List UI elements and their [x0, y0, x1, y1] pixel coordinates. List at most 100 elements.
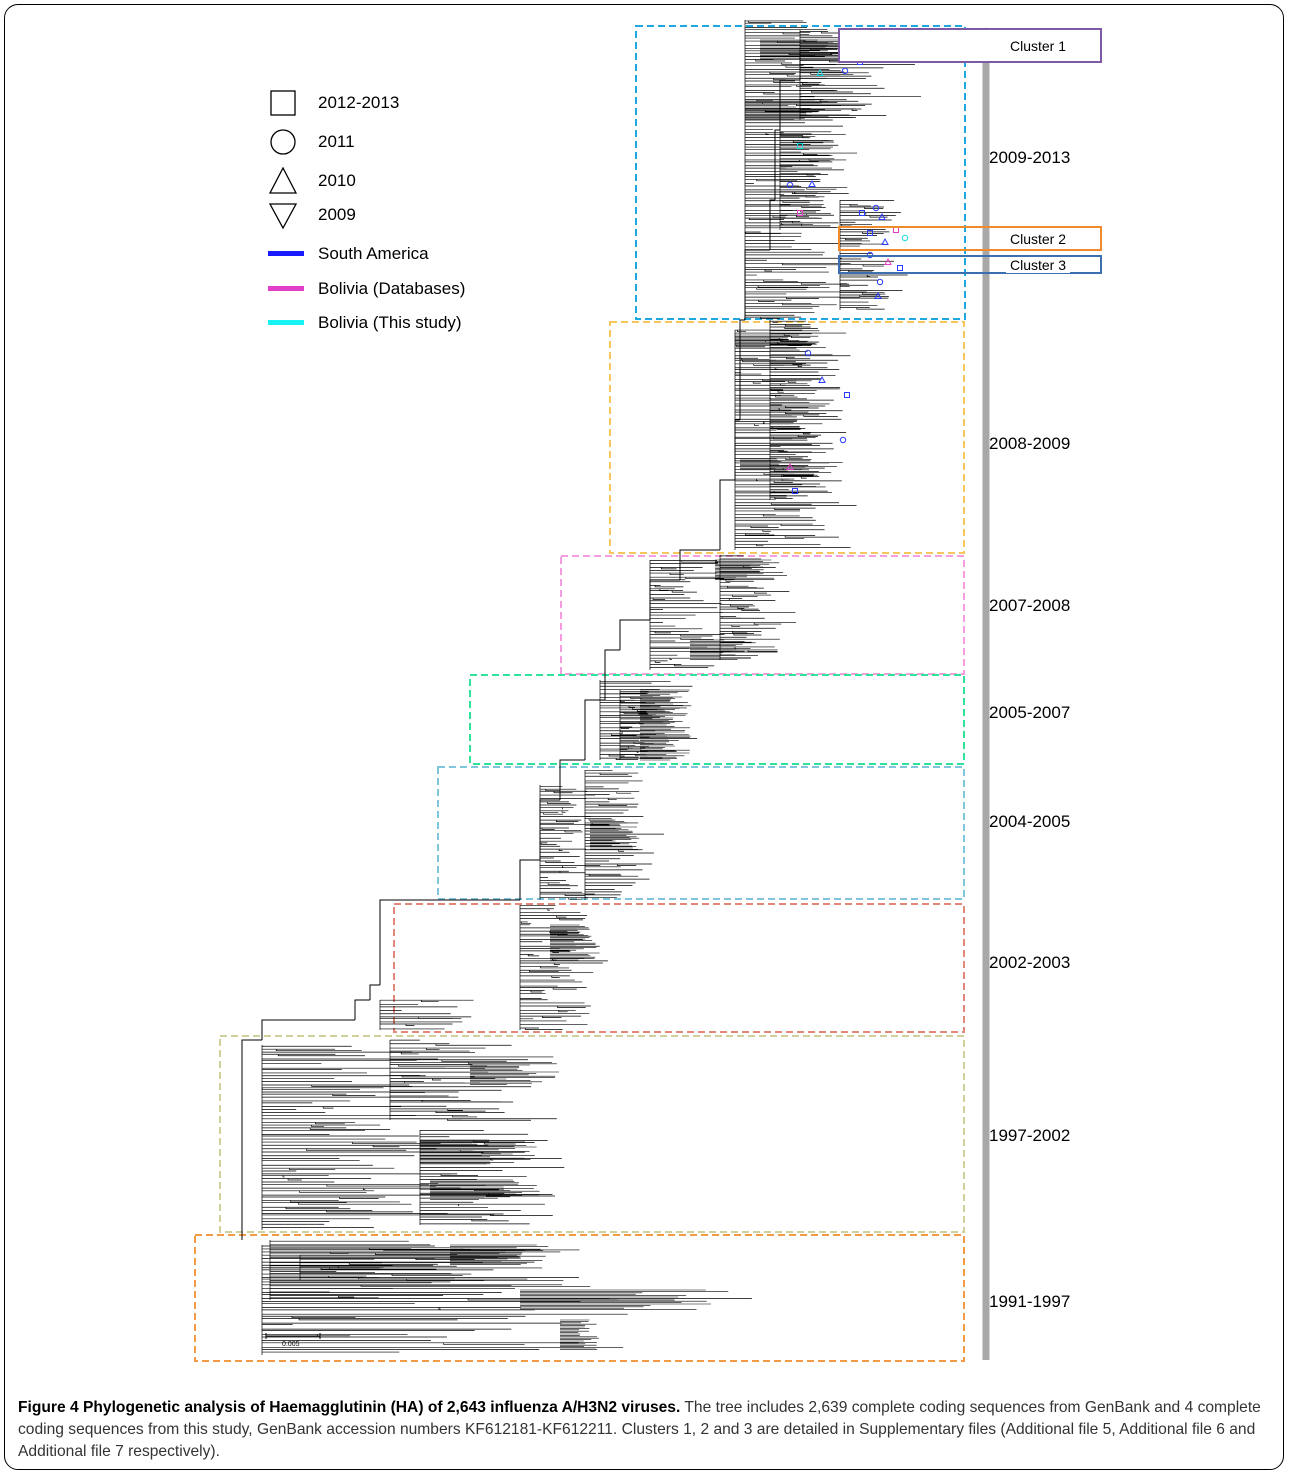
tree-branch — [519, 905, 608, 1030]
tree-branch — [779, 130, 848, 230]
period-box-2004-2005 — [437, 766, 965, 900]
tree-branch — [745, 99, 829, 120]
line-swatch-icon — [266, 239, 306, 269]
period-box-2008-2009 — [609, 321, 965, 554]
tree-branch — [640, 689, 690, 761]
legend-item-2012-2013: 2012-2013 — [266, 88, 399, 118]
taxon-marker-square — [797, 143, 803, 149]
period-box-1997-2002 — [219, 1035, 965, 1233]
tree-branch — [379, 999, 474, 1030]
tree-branch — [470, 1064, 560, 1085]
period-box-2005-2007 — [469, 674, 965, 765]
scale-bar-label: 0.005 — [282, 1341, 300, 1348]
tree-branch — [450, 1244, 549, 1265]
taxon-marker-circle — [839, 436, 847, 444]
taxon-marker-circle — [804, 349, 812, 357]
tree-branch — [735, 334, 820, 346]
tree-branch — [740, 459, 809, 471]
legend-item-2009: 2009 — [266, 200, 356, 230]
taxon-marker-triangle — [874, 291, 882, 299]
period-label-2004-2005: 2004-2005 — [989, 812, 1071, 831]
tree-branch — [734, 329, 857, 550]
legend-label: South America — [318, 244, 429, 263]
cluster-1-box: Cluster 1 — [838, 28, 1102, 63]
tree-branch — [560, 1319, 599, 1350]
cluster-3-box: Cluster 3 — [838, 255, 1102, 274]
tree-branch — [649, 560, 731, 670]
tree-branch — [760, 39, 876, 60]
tree-branches — [241, 20, 922, 1355]
period-boxes — [194, 25, 966, 1362]
caption-title: Figure 4 Phylogenetic analysis of Haemag… — [18, 1399, 681, 1416]
cluster-1-label: Cluster 1 — [1009, 37, 1067, 54]
caption-body: The tree includes 2,639 complete coding … — [18, 1399, 1261, 1460]
tree-branch — [690, 639, 758, 660]
taxon-marker-square — [792, 488, 798, 494]
period-box-2009-2013 — [635, 25, 966, 320]
taxon-marker-triangle — [818, 375, 826, 383]
line-swatch-icon — [266, 274, 306, 304]
phylogenetic-tree — [194, 20, 996, 1362]
tree-branch — [261, 1245, 752, 1355]
period-box-1991-1997 — [194, 1234, 965, 1362]
taxon-marker-square — [897, 265, 903, 271]
taxon-marker-circle — [901, 234, 909, 242]
taxon-marker-triangle — [884, 257, 892, 265]
tree-branch — [420, 1139, 537, 1165]
tree-branch — [389, 1039, 557, 1121]
square-icon — [266, 88, 306, 118]
swatch-south-america — [268, 251, 304, 256]
period-label-2009-2013: 2009-2013 — [989, 148, 1071, 167]
taxon-marker-square — [867, 230, 873, 236]
taxon-marker-triangle — [786, 462, 794, 470]
taxon-marker-triangle — [881, 237, 889, 245]
figure-caption: Figure 4 Phylogenetic analysis of Haemag… — [18, 1397, 1274, 1463]
tree-branch — [584, 770, 665, 900]
taxon-marker-square — [844, 392, 850, 398]
taxon-marker-circle — [872, 204, 880, 212]
tree-branch — [744, 20, 872, 320]
taxon-marker-triangle — [808, 179, 816, 187]
cluster-2-box: Cluster 2 — [838, 226, 1102, 251]
circle-icon — [266, 127, 306, 157]
period-label-2002-2003: 2002-2003 — [989, 953, 1071, 972]
legend-label: 2011 — [318, 132, 355, 151]
line-swatch-icon — [266, 308, 306, 338]
period-label-2005-2007: 2005-2007 — [989, 703, 1071, 722]
legend-label: 2009 — [318, 205, 356, 224]
legend-item-2010: 2010 — [266, 166, 356, 196]
tree-branch — [769, 320, 847, 500]
taxon-marker-triangle — [816, 68, 824, 76]
triangle-down-icon — [266, 200, 306, 230]
tree-branch — [619, 690, 664, 760]
cluster-3-label: Cluster 3 — [1005, 256, 1071, 273]
legend-item-south-america: South America — [266, 239, 429, 269]
period-label-1991-1997: 1991-1997 — [989, 1292, 1071, 1311]
taxon-marker-circle — [876, 278, 884, 286]
period-label-2007-2008: 2007-2008 — [989, 596, 1071, 615]
tree-branch — [241, 49, 820, 1240]
taxon-marker-triangle — [878, 212, 886, 220]
tree-branch — [520, 1289, 729, 1310]
tree-branch — [430, 1179, 540, 1200]
tree-branch — [715, 559, 787, 580]
period-label-1997-2002: 1997-2002 — [989, 1126, 1071, 1145]
taxon-marker-square — [859, 210, 865, 216]
tree-branch — [550, 924, 600, 961]
legend-label: Bolivia (Databases) — [318, 279, 466, 298]
taxon-marker-circle — [841, 67, 849, 75]
legend-label: Bolivia (This study) — [318, 313, 462, 332]
legend-label: 2012-2013 — [318, 93, 400, 112]
tree-branch — [539, 785, 601, 900]
triangle-up-icon — [266, 166, 306, 196]
period-box-2002-2003 — [393, 903, 965, 1033]
period-label-2008-2009: 2008-2009 — [989, 434, 1071, 453]
cluster-2-label: Cluster 2 — [1005, 230, 1071, 247]
legend-item-bolivia-databases: Bolivia (Databases) — [266, 274, 465, 304]
taxon-marker-square — [797, 210, 803, 216]
scale-bar — [265, 1333, 321, 1339]
legend-label: 2010 — [318, 171, 356, 190]
period-box-2007-2008 — [560, 555, 965, 675]
legend-item-bolivia-this-study: Bolivia (This study) — [266, 308, 462, 338]
tree-branch — [590, 819, 640, 850]
